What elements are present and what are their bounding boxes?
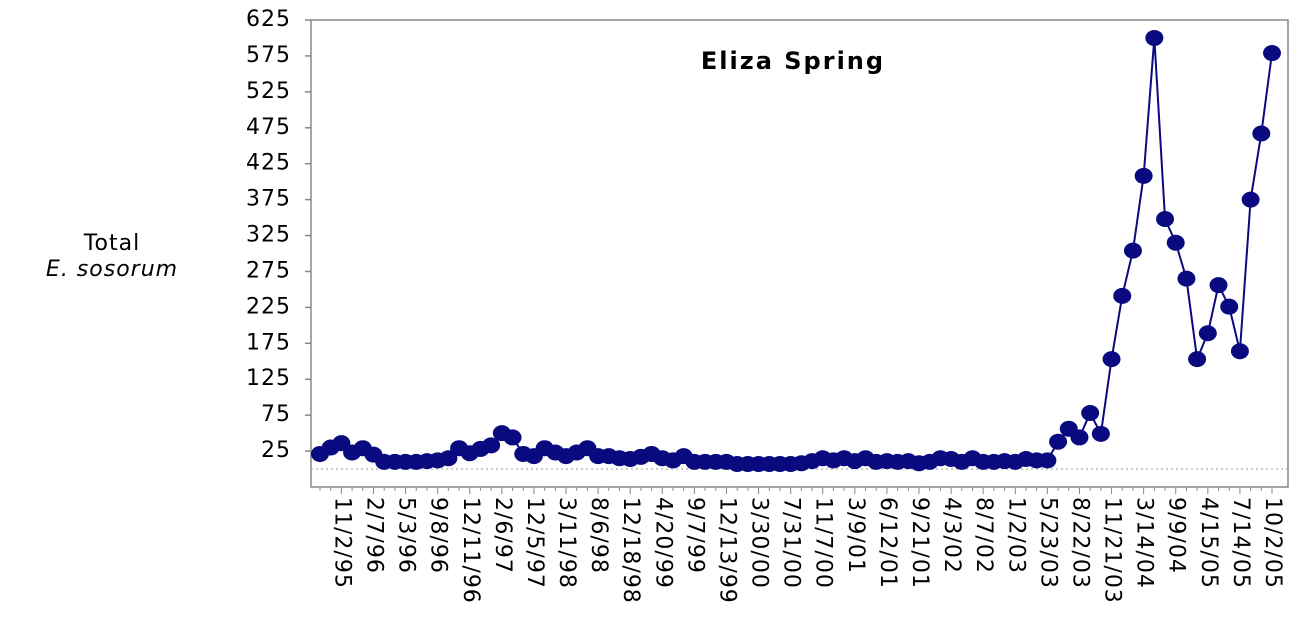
x-tick-label: 12/18/98 (618, 497, 643, 604)
data-point (503, 429, 522, 446)
y-tick-label: 75 (261, 402, 291, 427)
data-point (1102, 351, 1121, 368)
data-point (1241, 191, 1260, 208)
data-point (1230, 343, 1249, 360)
data-point (1177, 270, 1196, 287)
data-point (482, 437, 501, 454)
data-point (439, 450, 458, 467)
data-point (1263, 45, 1281, 62)
y-tick-label: 125 (246, 366, 291, 391)
x-tick-label: 7/31/00 (779, 497, 804, 589)
y-axis-label: E. sosorum (46, 257, 178, 282)
x-tick-label: 2/7/96 (361, 497, 386, 574)
chart-title: Eliza Spring (701, 47, 885, 75)
y-tick-label: 175 (246, 330, 291, 355)
data-point (1049, 433, 1068, 450)
y-tick-label: 325 (246, 223, 291, 248)
x-tick-label: 4/15/05 (1196, 497, 1221, 589)
x-tick-label: 3/30/00 (747, 497, 772, 589)
x-tick-label: 4/20/99 (650, 497, 675, 589)
x-tick-label: 9/9/04 (1164, 497, 1189, 574)
x-tick-label: 3/11/98 (554, 497, 579, 589)
x-tick-label: 2/6/97 (490, 497, 515, 574)
x-tick-label: 9/21/01 (907, 497, 932, 589)
x-tick-label: 8/6/98 (586, 497, 611, 574)
data-point (1123, 242, 1142, 259)
y-tick-label: 275 (246, 258, 291, 283)
x-tick-label: 8/22/03 (1067, 497, 1092, 589)
y-tick-label: 425 (246, 151, 291, 176)
data-point (1198, 325, 1217, 342)
y-axis-label: Total (83, 231, 140, 256)
x-tick-label: 10/2/05 (1260, 497, 1285, 589)
plot-frame (310, 19, 1289, 488)
x-tick-label: 7/14/05 (1228, 497, 1253, 589)
x-tick-label: 6/12/01 (875, 497, 900, 589)
y-tick-label: 475 (246, 115, 291, 140)
x-tick-label: 8/7/02 (971, 497, 996, 574)
x-tick-label: 11/2/95 (329, 497, 354, 589)
data-point (1188, 351, 1207, 368)
data-point (1113, 287, 1132, 304)
x-tick-label: 11/21/03 (1100, 497, 1125, 604)
x-tick-label: 12/11/96 (458, 497, 483, 604)
y-tick-label: 575 (246, 43, 291, 68)
data-point (1070, 429, 1089, 446)
data-point (1166, 234, 1185, 251)
data-point (1081, 404, 1100, 421)
y-tick-label: 375 (246, 187, 291, 212)
y-tick-label: 25 (261, 438, 291, 463)
x-tick-label: 5/3/96 (394, 497, 419, 574)
x-tick-label: 4/3/02 (939, 497, 964, 574)
x-tick-label: 9/8/96 (426, 497, 451, 574)
x-tick-label: 12/13/99 (714, 497, 739, 604)
data-point (1220, 298, 1239, 315)
y-tick-label: 225 (246, 294, 291, 319)
data-point (1145, 29, 1164, 46)
data-point (1252, 125, 1271, 142)
data-point (1134, 167, 1153, 184)
data-point (1038, 452, 1057, 469)
data-point (1091, 425, 1110, 442)
x-tick-label: 3/14/04 (1132, 497, 1157, 589)
x-tick-label: 11/7/00 (811, 497, 836, 589)
data-point (1209, 277, 1228, 294)
y-tick-label: 525 (246, 79, 291, 104)
x-tick-label: 5/23/03 (1035, 497, 1060, 589)
x-tick-label: 12/5/97 (522, 497, 547, 589)
x-tick-label: 3/9/01 (843, 497, 868, 574)
data-point (1156, 211, 1175, 228)
y-tick-label: 625 (246, 7, 291, 32)
x-tick-label: 1/2/03 (1003, 497, 1028, 574)
x-tick-label: 9/7/99 (682, 497, 707, 574)
